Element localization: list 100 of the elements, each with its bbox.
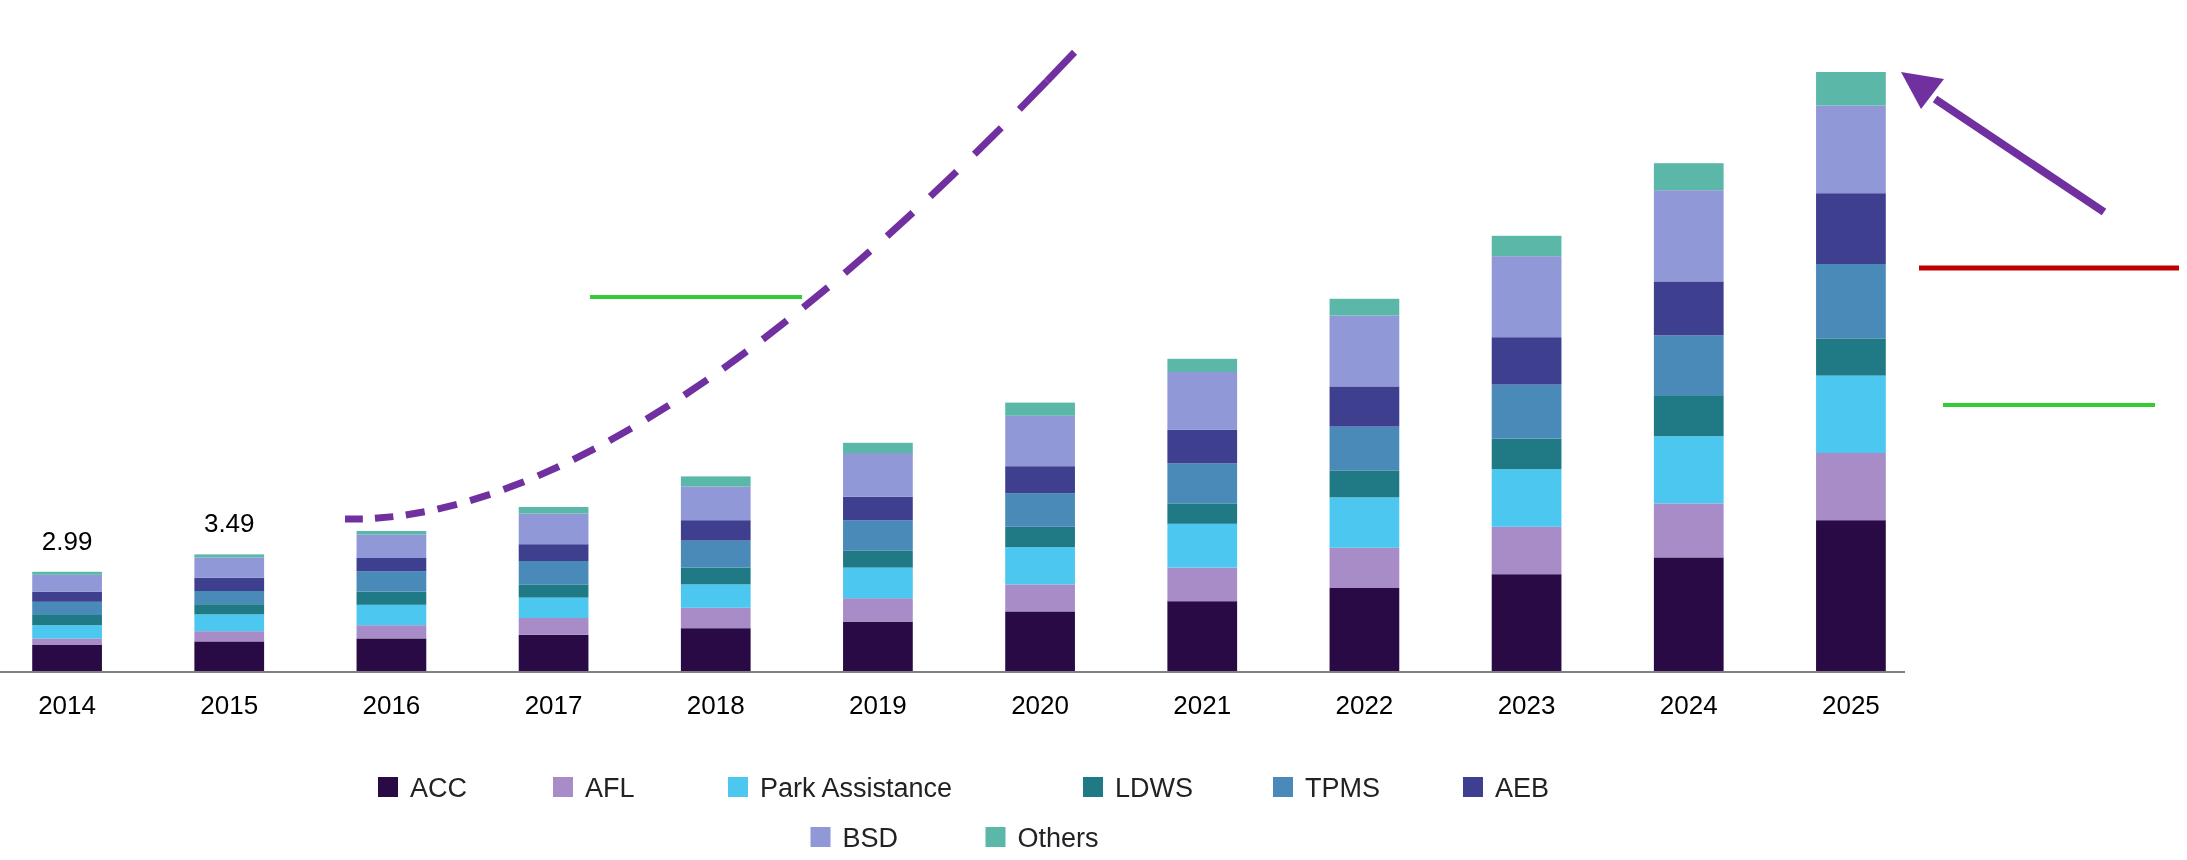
bar	[1653, 335, 1724, 396]
bar	[1491, 574, 1562, 672]
bar	[518, 544, 589, 561]
bar	[356, 625, 427, 639]
bar	[1329, 426, 1400, 471]
bar	[194, 614, 265, 632]
bar	[1167, 523, 1238, 568]
bar	[843, 496, 913, 521]
bar	[680, 520, 751, 541]
bar	[843, 453, 913, 497]
bar	[194, 591, 265, 605]
bar	[518, 584, 589, 598]
bar	[1816, 375, 1886, 453]
bar	[194, 577, 265, 591]
bar	[1491, 526, 1562, 575]
bar	[1005, 493, 1075, 527]
bar	[1816, 193, 1886, 264]
bar	[518, 618, 589, 635]
annotation: 2.99	[41, 525, 93, 556]
bar	[1491, 235, 1562, 257]
bar	[194, 641, 265, 672]
bar	[680, 486, 751, 521]
bar	[1329, 470, 1400, 498]
legend-label: Others	[1017, 823, 1099, 853]
legend-label: TPMS	[1305, 773, 1381, 803]
bar	[1167, 567, 1238, 602]
x-tick-label: 2015	[200, 690, 259, 720]
bar	[356, 558, 427, 572]
bar	[843, 567, 913, 599]
bar	[1491, 337, 1562, 385]
bar	[518, 561, 589, 585]
x-tick-label: 2022	[1335, 690, 1394, 720]
x-tick-label: 2023	[1497, 690, 1556, 720]
bar	[1816, 264, 1886, 339]
x-tick-label: 2019	[848, 690, 907, 720]
bar	[518, 634, 589, 672]
bar	[32, 615, 102, 626]
bar	[1329, 588, 1400, 672]
legend-label: LDWS	[1115, 773, 1194, 803]
bar	[518, 513, 589, 545]
bar	[1005, 415, 1075, 467]
bar	[1653, 190, 1724, 282]
bar	[1653, 503, 1724, 558]
bar	[356, 591, 427, 605]
bar	[843, 550, 913, 568]
bar	[1816, 520, 1886, 672]
legend-label: AEB	[1495, 773, 1550, 803]
bar	[1653, 281, 1724, 336]
bar	[843, 598, 913, 622]
bar	[32, 625, 102, 639]
bar	[843, 520, 913, 551]
bar	[1167, 358, 1238, 372]
x-tick-label: 2020	[1011, 690, 1070, 720]
bar	[356, 534, 427, 558]
annotation: 3.49	[203, 508, 255, 539]
bar	[1329, 547, 1400, 588]
bar	[1005, 526, 1075, 548]
bar	[843, 442, 913, 453]
bar	[1816, 338, 1886, 376]
bar	[356, 604, 427, 626]
x-tick-label: 2018	[686, 690, 745, 720]
bar	[1491, 256, 1562, 338]
bar	[1653, 396, 1724, 437]
x-tick-label: 2025	[1821, 690, 1880, 720]
legend-label: AFL	[585, 773, 635, 803]
bar	[356, 531, 427, 535]
bar	[32, 591, 102, 602]
bar	[843, 621, 913, 672]
x-tick-label: 2017	[524, 690, 583, 720]
bar	[356, 571, 427, 592]
bar	[1329, 315, 1400, 387]
bar	[32, 601, 102, 615]
bar	[32, 645, 102, 672]
bar	[356, 638, 427, 672]
legend-label: ACC	[410, 773, 468, 803]
bar	[1005, 466, 1075, 494]
legend-label: BSD	[842, 823, 899, 853]
bar	[1329, 386, 1400, 427]
bar	[518, 597, 589, 618]
bar	[1816, 453, 1886, 521]
bar	[680, 540, 751, 568]
bar	[1005, 584, 1075, 612]
bar	[32, 571, 102, 575]
bar	[194, 554, 265, 558]
x-tick-label: 2014	[38, 690, 97, 720]
bar	[32, 574, 102, 592]
bar	[680, 584, 751, 608]
bar	[1653, 557, 1724, 672]
bar	[1329, 497, 1400, 548]
x-tick-label: 2024	[1659, 690, 1718, 720]
bar	[1816, 105, 1886, 194]
bar	[1491, 384, 1562, 439]
x-tick-label: 2021	[1173, 690, 1232, 720]
bar	[1653, 436, 1724, 504]
bar	[194, 631, 265, 642]
bar	[1167, 429, 1238, 464]
bar	[194, 557, 265, 578]
x-tick-label: 2016	[362, 690, 421, 720]
bar	[1167, 372, 1238, 430]
bar	[1167, 503, 1238, 524]
